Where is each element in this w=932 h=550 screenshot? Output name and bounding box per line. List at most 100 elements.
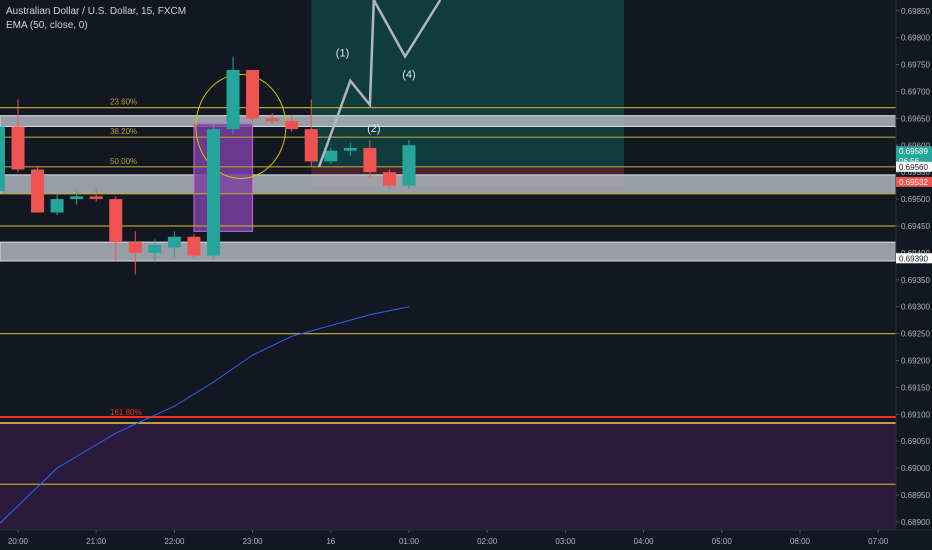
y-tick-label: 0.69500 — [901, 195, 930, 204]
candle-body — [187, 236, 201, 256]
price-label-value: 0.69390 — [899, 254, 928, 263]
candle-body — [382, 172, 396, 186]
price-label-bg — [896, 161, 932, 172]
candle — [226, 56, 240, 135]
candle — [285, 115, 299, 132]
y-tick-label: 0.69100 — [901, 410, 930, 419]
candle — [11, 99, 25, 173]
candle-body — [343, 147, 357, 151]
candle — [50, 193, 64, 216]
y-tick-label: 0.69000 — [901, 464, 930, 473]
candle — [89, 188, 103, 202]
price-label-marker: 0.69532 — [896, 176, 932, 187]
candle-body — [324, 150, 338, 162]
symbol-title[interactable]: Australian Dollar / U.S. Dollar, 15, FXC… — [6, 6, 187, 17]
price-axis-panel — [896, 0, 932, 550]
candle-body — [304, 129, 318, 162]
y-tick-label: 0.69750 — [901, 61, 930, 70]
y-tick-label: 0.69550 — [901, 168, 930, 177]
candle — [402, 139, 416, 189]
x-tick-label: 05:00 — [712, 537, 733, 546]
candle — [0, 126, 5, 192]
wave-label-4: (4) — [402, 69, 415, 81]
candle-body — [31, 169, 45, 213]
candle-body — [285, 121, 299, 130]
zone-support-1 — [0, 174, 897, 195]
candle — [31, 166, 45, 213]
ema-line — [0, 306, 410, 524]
x-tick-label: 06:00 — [790, 537, 811, 546]
purple-zone — [0, 422, 896, 530]
y-tick-label: 0.69350 — [901, 276, 930, 285]
candle — [70, 191, 84, 205]
x-tick-label: 02:00 — [477, 537, 498, 546]
y-tick-label: 0.68950 — [901, 491, 930, 500]
candle-body — [109, 199, 123, 243]
candle — [109, 196, 123, 261]
chart-legend: Australian Dollar / U.S. Dollar, 15, FXC… — [6, 5, 186, 33]
fib-level-label: 38.20% — [110, 127, 137, 136]
fib-level-label: 23.60% — [110, 98, 137, 107]
y-tick-label: 0.69250 — [901, 330, 930, 339]
y-tick-label: 0.69850 — [901, 7, 930, 16]
y-tick-label: 0.69050 — [901, 437, 930, 446]
x-tick-label: 04:00 — [634, 537, 655, 546]
price-label-countdown: 06:56 — [899, 157, 920, 166]
y-tick-label: 0.69650 — [901, 114, 930, 123]
y-tick-label: 0.69800 — [901, 34, 930, 43]
purple-box — [193, 123, 254, 232]
y-tick-label: 0.69600 — [901, 141, 930, 150]
x-tick-label: 16 — [326, 537, 335, 546]
candle — [167, 231, 181, 259]
candle — [265, 112, 279, 124]
candle — [187, 234, 201, 259]
candle-body — [0, 126, 5, 192]
price-label-bg — [896, 146, 932, 167]
candle — [324, 147, 338, 165]
candle-body — [50, 199, 64, 213]
x-tick-label: 01:00 — [399, 537, 420, 546]
y-tick-label: 0.69300 — [901, 303, 930, 312]
y-tick-label: 0.68900 — [901, 518, 930, 527]
candle — [128, 231, 142, 275]
wave-label-2: (2) — [367, 123, 380, 135]
time-axis-panel — [0, 530, 932, 550]
candle — [382, 169, 396, 189]
candle — [246, 69, 260, 122]
candle-body — [167, 236, 181, 248]
price-label-bg — [896, 253, 932, 264]
candle — [304, 99, 318, 167]
extension-level-label: 161.80% — [110, 408, 142, 417]
candle — [343, 142, 357, 157]
candle-body — [226, 69, 240, 130]
candle — [363, 139, 377, 178]
candle-body — [11, 126, 25, 170]
zone-resistance-0 — [0, 115, 897, 127]
candle-body — [207, 129, 220, 256]
ema-indicator-label[interactable]: EMA (50, close, 0) — [6, 20, 88, 31]
y-tick-label: 0.69200 — [901, 357, 930, 366]
elliott-wave-path — [317, 0, 442, 168]
candle-body — [402, 145, 416, 186]
wave-label-1: (1) — [336, 47, 349, 59]
x-tick-label: 03:00 — [555, 537, 576, 546]
candle-body — [265, 118, 279, 122]
fib-level-label: 50.00% — [110, 157, 137, 166]
x-tick-label: 20:00 — [8, 537, 29, 546]
candle-body — [148, 244, 162, 253]
candle-body — [128, 242, 142, 253]
target-box — [311, 0, 625, 167]
candle-body — [363, 147, 377, 173]
y-tick-label: 0.69150 — [901, 383, 930, 392]
candle — [148, 239, 162, 261]
x-tick-label: 23:00 — [243, 537, 264, 546]
price-label-value: 0.69532 — [899, 178, 928, 187]
x-tick-label: 21:00 — [86, 537, 107, 546]
y-tick-label: 0.69450 — [901, 222, 930, 231]
price-label-value: 0.69560 — [899, 163, 928, 172]
candle-body — [246, 69, 260, 119]
price-label-value: 0.69589 — [899, 147, 928, 156]
